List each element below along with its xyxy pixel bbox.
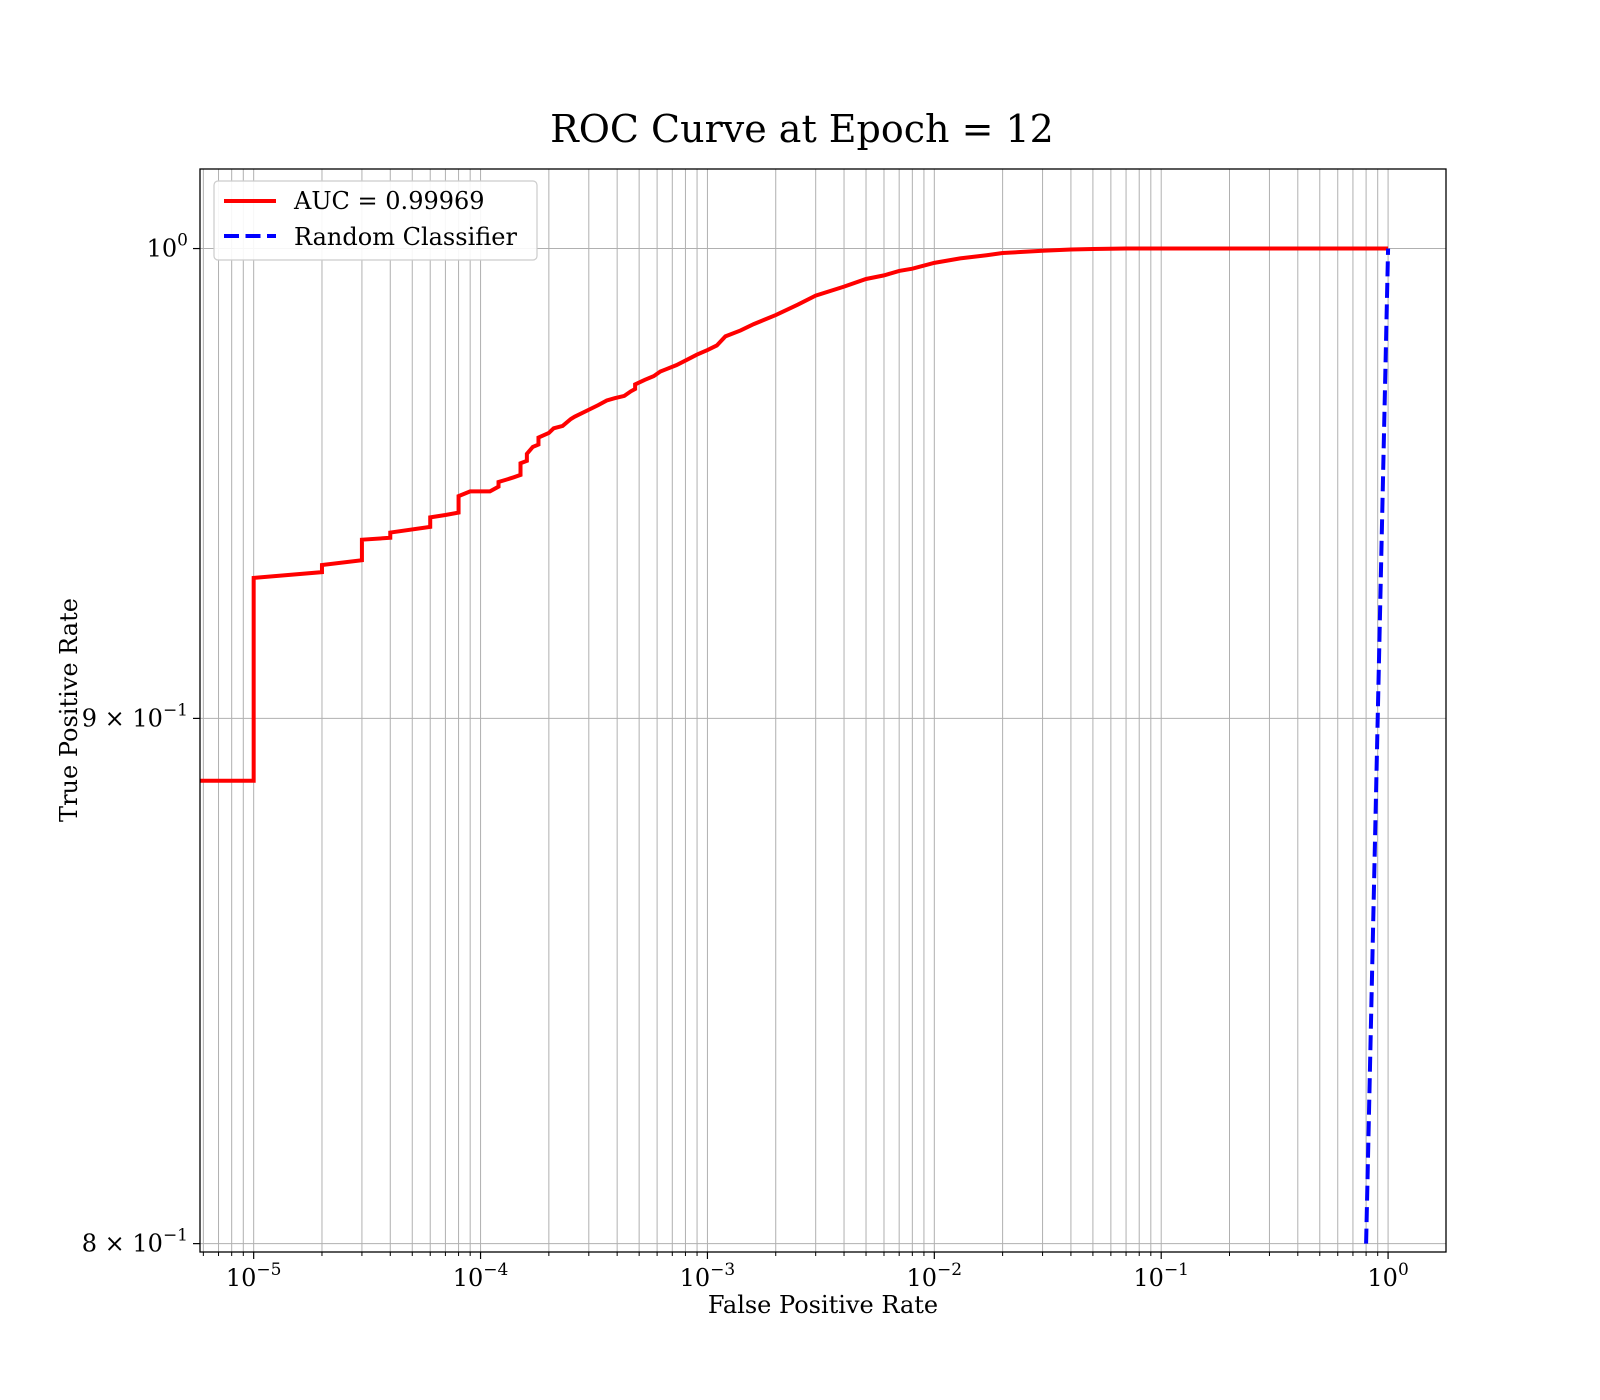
legend-label-random: Random Classifier [294,223,517,251]
axis-ticks: 10−5 10−4 10−3 10−2 10−1 100 100 9 × 10−1 8 × 10… [82,231,1409,1292]
x-tick-label: 10−4 [453,1260,509,1292]
y-tick-label: 8 × 10−1 [82,1226,188,1258]
y-tick-label: 9 × 10−1 [82,700,188,732]
x-tick-label: 10−1 [1133,1260,1189,1292]
y-tick-label: 100 [147,231,188,263]
x-tick-label: 10−2 [907,1260,963,1292]
plot-frame [199,168,1447,1253]
y-axis-label: True Positive Rate [55,598,83,822]
grid-lines [200,169,1446,1252]
legend-label-auc: AUC = 0.99969 [293,187,485,215]
roc-curve-line [200,246,1389,783]
random-classifier-line [1364,248,1391,1244]
chart-title: ROC Curve at Epoch = 12 [550,107,1054,151]
x-axis-label: False Positive Rate [708,1291,938,1319]
legend: AUC = 0.99969 Random Classifier [213,180,538,261]
series-layer [200,246,1391,1244]
legend-box [213,180,538,261]
x-tick-label: 100 [1367,1260,1408,1292]
x-tick-label: 10−5 [226,1260,282,1292]
x-tick-label: 10−3 [680,1260,736,1292]
